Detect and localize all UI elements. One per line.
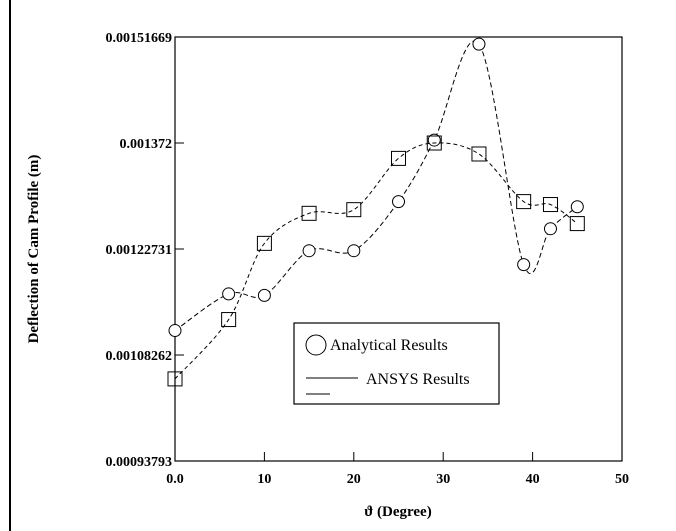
analytical-point — [392, 195, 405, 209]
ansys-point — [471, 146, 487, 162]
x-tick-label: 40 — [526, 472, 540, 487]
analytical-point — [302, 244, 316, 258]
y-tick-label: 0.00093793 — [106, 455, 173, 470]
x-tick-label: 20 — [347, 472, 361, 487]
legend: Analytical Results ANSYS Results — [293, 322, 500, 405]
legend-entry-ansys: ANSYS Results — [366, 371, 470, 388]
x-tick-label: 50 — [615, 472, 629, 487]
ansys-point — [256, 235, 272, 251]
y-tick-label: 0.00108262 — [106, 349, 173, 364]
ansys-point — [569, 216, 585, 232]
y-tick-label: 0.00122731 — [106, 243, 173, 258]
series-layer — [167, 37, 585, 387]
x-axis-label: ϑ (Degree) — [364, 504, 431, 520]
y-axis-ticks: 0.00093793 0.00108262 0.00122731 0.001372 0.… — [106, 31, 184, 470]
x-tick-label: 0.0 — [166, 472, 184, 487]
y-tick-label: 0.00151669 — [106, 31, 173, 46]
ansys-point — [221, 312, 237, 328]
analytical-point — [570, 200, 584, 214]
legend-box — [293, 322, 500, 405]
ansys-point — [167, 371, 183, 387]
analytical-point — [543, 222, 557, 236]
legend-circle-marker-icon — [305, 334, 327, 356]
analytical-series-line — [174, 40, 578, 331]
analytical-point — [517, 258, 531, 272]
x-axis-ticks: 0.0 10 20 30 40 50 — [166, 452, 629, 487]
ansys-point — [346, 202, 362, 218]
analytical-point — [257, 288, 271, 302]
ansys-point — [542, 197, 558, 213]
analytical-point — [347, 244, 361, 258]
analytical-point — [427, 133, 441, 147]
y-axis-label: Deflection of Cam Profile (m) — [26, 155, 42, 344]
analytical-point — [472, 37, 486, 51]
ansys-point — [516, 194, 532, 210]
analytical-point — [222, 287, 236, 301]
x-tick-label: 30 — [436, 472, 450, 487]
y-tick-label: 0.001372 — [120, 137, 173, 152]
ansys-point — [391, 150, 406, 166]
x-tick-label: 10 — [257, 472, 271, 487]
ansys-point — [426, 135, 442, 151]
legend-entry-analytical: Analytical Results — [330, 337, 448, 354]
ansys-point — [301, 205, 317, 221]
ansys-series-line — [174, 142, 578, 380]
analytical-point — [168, 324, 182, 338]
